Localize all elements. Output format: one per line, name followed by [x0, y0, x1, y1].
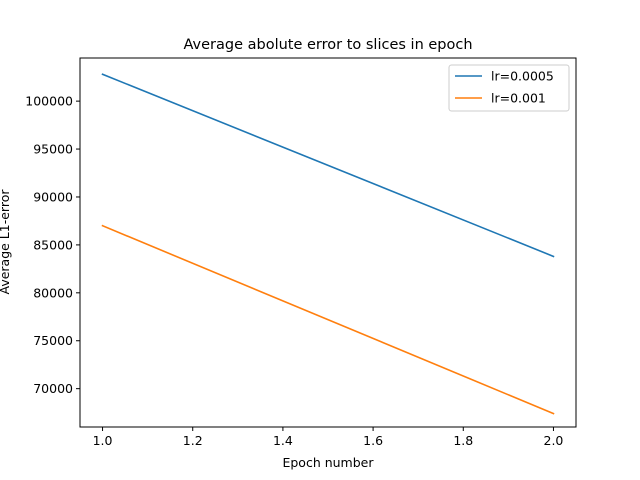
y-tick-label: 80000 [33, 285, 73, 300]
x-tick-label: 1.6 [363, 433, 383, 448]
x-tick-label: 2.0 [544, 433, 564, 448]
x-tick-label: 1.2 [183, 433, 203, 448]
y-tick-label: 95000 [33, 142, 73, 157]
y-axis-label: Average L1-error [0, 189, 12, 295]
series-layer [101, 73, 555, 415]
y-tick-label: 100000 [25, 94, 73, 109]
plot-frame [79, 57, 577, 428]
legend-label: lr=0.001 [491, 91, 546, 106]
x-axis: 1.0 1.2 1.4 1.6 1.8 2.0 [93, 427, 564, 448]
x-tick-label: 1.8 [453, 433, 473, 448]
y-axis: 70000 75000 80000 85000 90000 95000 100000 [25, 94, 80, 396]
x-tick-label: 1.0 [93, 433, 113, 448]
x-axis-label: Epoch number [282, 455, 374, 470]
y-tick-label: 85000 [33, 237, 73, 252]
x-tick-label: 1.4 [273, 433, 293, 448]
chart-title: Average abolute error to slices in epoch [183, 37, 472, 53]
y-tick-label: 90000 [33, 189, 73, 204]
series-line-1 [101, 73, 555, 258]
legend: lr=0.0005 lr=0.001 [448, 64, 570, 112]
y-tick-label: 70000 [33, 381, 73, 396]
y-tick-label: 75000 [33, 333, 73, 348]
legend-label: lr=0.0005 [491, 69, 554, 84]
series-line-2 [101, 224, 555, 415]
